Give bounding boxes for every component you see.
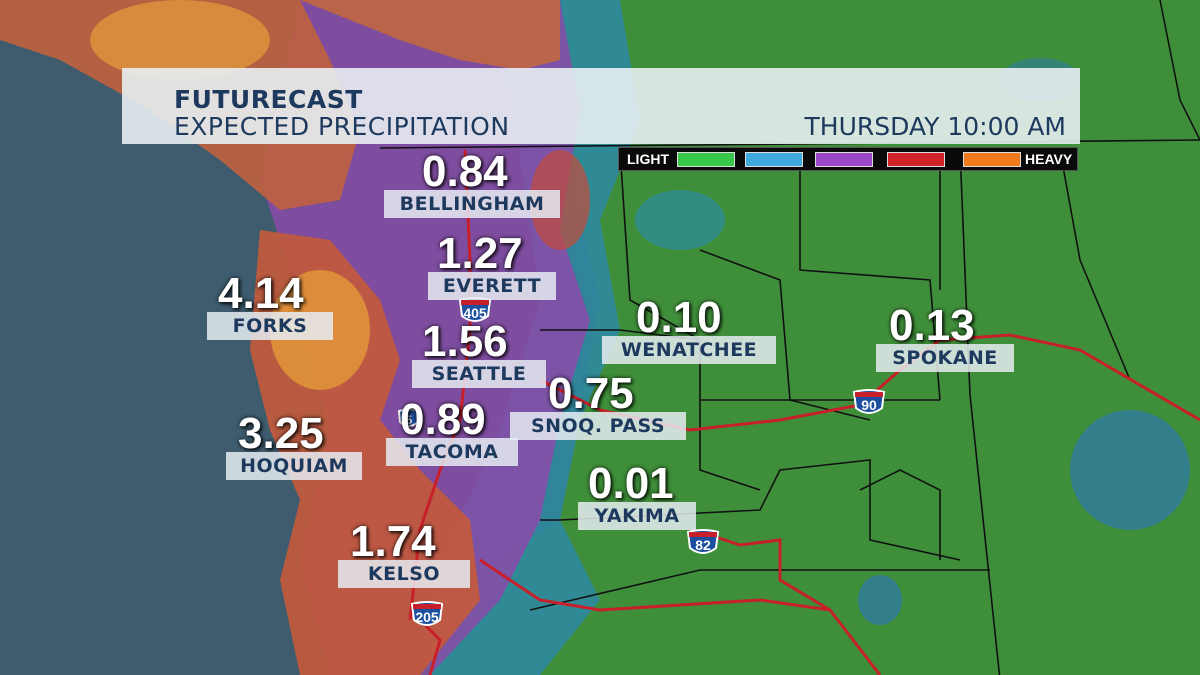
tacoma-value: 0.89 — [400, 395, 486, 444]
everett-label: EVERETT — [428, 272, 556, 300]
precip-legend: LIGHT HEAVY — [618, 147, 1078, 171]
interstate-405-shield: 405 — [458, 296, 492, 326]
precip-hotspot-island — [90, 0, 270, 80]
precip-hotspot-cascades — [530, 150, 590, 250]
seattle-value: 1.56 — [422, 317, 508, 366]
forks-label: FORKS — [207, 312, 333, 340]
hoquiam-value: 3.25 — [238, 409, 324, 458]
legend-swatch-orange — [963, 152, 1021, 167]
snoqualmie-pass-value: 0.75 — [548, 369, 634, 418]
bellingham-value: 0.84 — [422, 147, 508, 196]
kelso-label: KELSO — [338, 560, 470, 588]
seattle-label: SEATTLE — [412, 360, 546, 388]
interstate-90-shield: 90 — [852, 388, 886, 418]
legend-light-label: LIGHT — [627, 151, 669, 167]
yakima-value: 0.01 — [588, 459, 674, 508]
wenatchee-label: WENATCHEE — [602, 336, 776, 364]
interstate-5-shield: 5 — [397, 408, 421, 430]
forks-value: 4.14 — [218, 269, 304, 318]
forecast-time: THURSDAY 10:00 AM — [804, 112, 1066, 141]
legend-swatch-blue — [745, 152, 803, 167]
banner-subtitle: EXPECTED PRECIPITATION — [174, 112, 510, 141]
spokane-label: SPOKANE — [876, 344, 1014, 372]
hoquiam-label: HOQUIAM — [226, 452, 362, 480]
precip-blue-patch-3 — [635, 190, 725, 250]
precip-blue-patch-1 — [1070, 410, 1190, 530]
legend-swatch-purple — [815, 152, 873, 167]
wenatchee-value: 0.10 — [636, 293, 722, 342]
legend-heavy-label: HEAVY — [1025, 151, 1073, 167]
legend-swatch-red — [887, 152, 945, 167]
tacoma-label: TACOMA — [386, 438, 518, 466]
interstate-82-shield: 82 — [686, 528, 720, 558]
title-banner: FUTURECAST EXPECTED PRECIPITATION THURSD… — [122, 68, 1080, 144]
legend-swatch-green — [677, 152, 735, 167]
precip-heavy-north — [300, 0, 560, 70]
bellingham-label: BELLINGHAM — [384, 190, 560, 218]
banner-title: FUTURECAST — [174, 85, 363, 114]
kelso-value: 1.74 — [350, 517, 436, 566]
everett-value: 1.27 — [437, 229, 523, 278]
spokane-value: 0.13 — [889, 301, 975, 350]
interstate-205-shield: 205 — [410, 600, 444, 630]
precip-blue-patch-2 — [858, 575, 902, 625]
yakima-label: YAKIMA — [578, 502, 696, 530]
snoqualmie-pass-label: SNOQ. PASS — [510, 412, 686, 440]
